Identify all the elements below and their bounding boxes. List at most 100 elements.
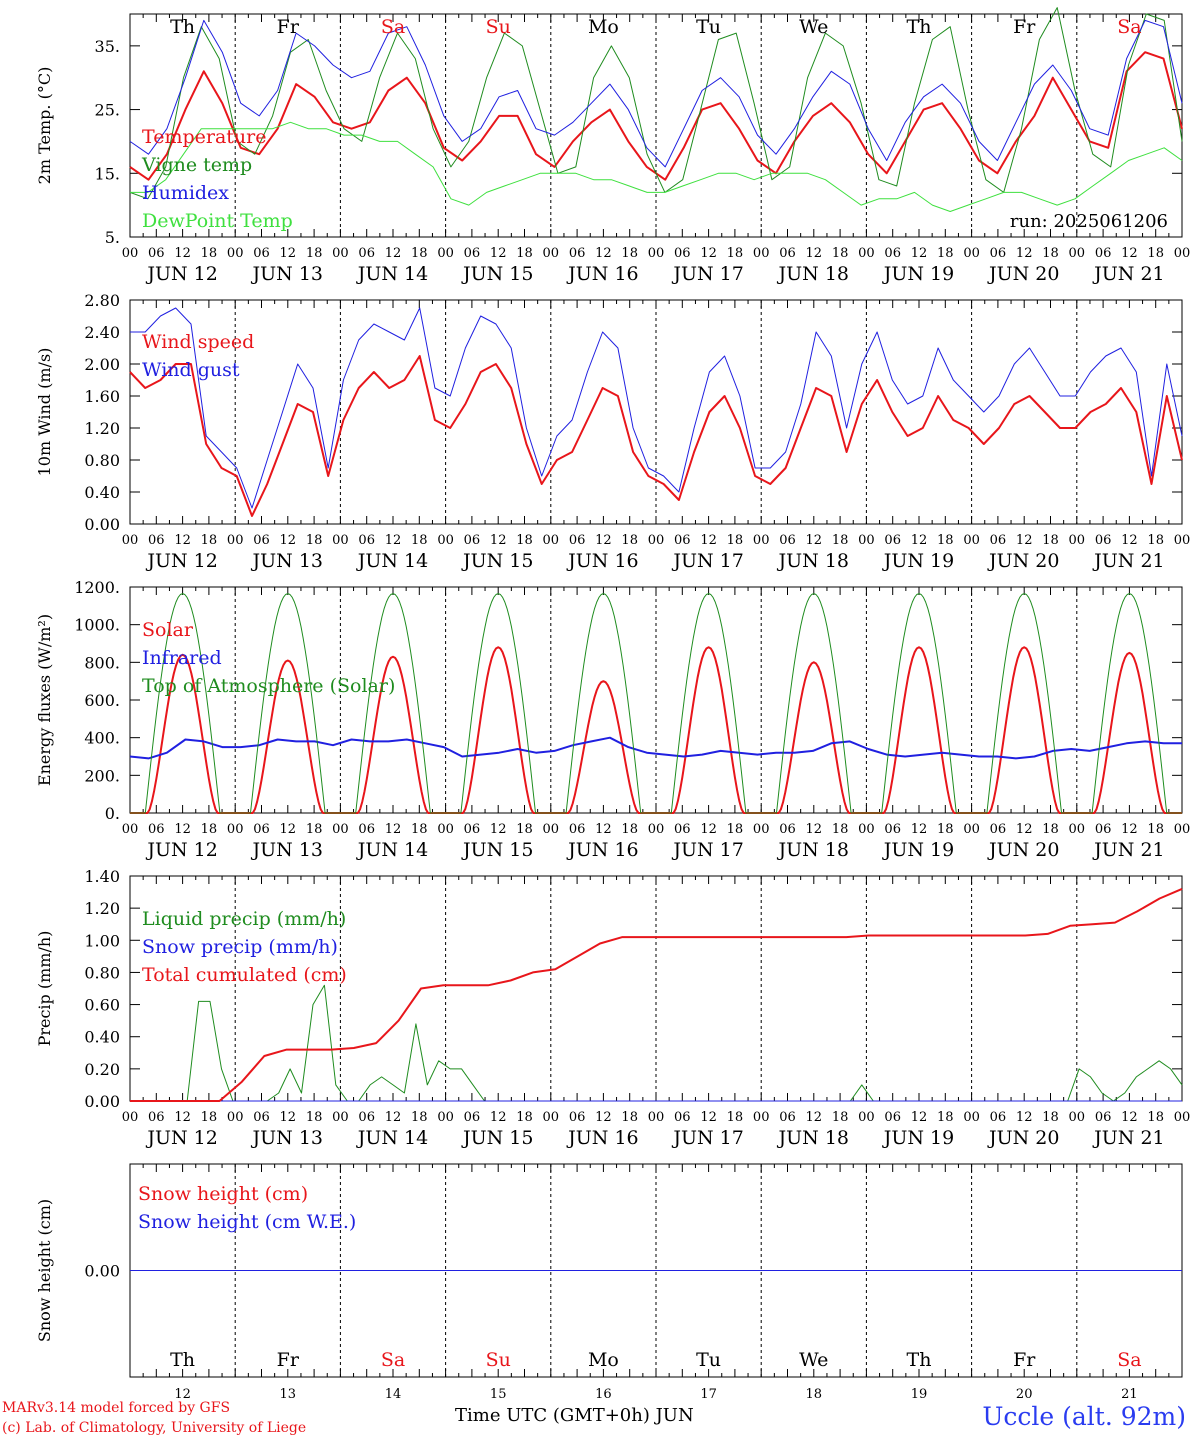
plot-frame [129, 299, 1183, 525]
day-label: JUN 18 [777, 263, 849, 285]
hour-tick-label: 00 [543, 1110, 560, 1125]
hour-tick-label: 00 [1174, 1110, 1191, 1125]
hour-tick-label: 12 [1121, 246, 1138, 261]
series-line [130, 887, 1183, 1102]
hour-tick-label: 18 [201, 533, 218, 548]
day-label: JUN 20 [987, 550, 1059, 572]
hour-tick-label: 00 [437, 533, 454, 548]
weekday-label: Mo [588, 16, 619, 38]
hour-tick-label: 18 [1147, 246, 1164, 261]
day-label: JUN 19 [882, 263, 954, 285]
hour-tick-label: 06 [990, 1110, 1007, 1125]
day-label: JUN 21 [1092, 263, 1164, 285]
hour-tick-label: 06 [358, 1110, 375, 1125]
hour-tick-label: 06 [569, 246, 586, 261]
hour-tick-label: 00 [648, 822, 665, 837]
hour-tick-label: 18 [201, 246, 218, 261]
legend-entry: Liquid precip (mm/h) [142, 908, 346, 930]
hour-tick-label: 00 [122, 533, 139, 548]
y-tick-label: 1.40 [84, 867, 120, 886]
run-label: run: 2025061206 [1010, 211, 1168, 232]
hour-tick-label: 00 [858, 533, 875, 548]
weekday-label: Sa [381, 16, 405, 38]
hour-tick-label: 06 [464, 1110, 481, 1125]
hour-tick-label: 00 [543, 533, 560, 548]
y-tick-label: 0.20 [84, 1060, 120, 1079]
hour-tick-label: 00 [753, 533, 770, 548]
hour-tick-label: 18 [621, 822, 638, 837]
day-label: JUN 14 [356, 1127, 428, 1149]
day-label: JUN 16 [566, 839, 638, 861]
y-tick-label: 0.40 [84, 1028, 120, 1047]
hour-tick-label: 06 [779, 246, 796, 261]
weekday-label: Su [486, 1349, 511, 1371]
day-label: JUN 19 [882, 1127, 954, 1149]
y-tick-label: 0.00 [84, 1092, 120, 1111]
hour-tick-label: 12 [280, 1110, 297, 1125]
hour-tick-label: 06 [779, 1110, 796, 1125]
y-axis-label: Snow height (cm) [35, 1199, 54, 1342]
hour-tick-label: 00 [963, 822, 980, 837]
legend-entry: Wind speed [142, 331, 254, 353]
legend-entry: Humidex [142, 182, 229, 204]
weekday-label: Fr [1013, 16, 1036, 38]
hour-tick-label: 06 [884, 533, 901, 548]
day-number-label: 20 [1016, 1387, 1033, 1402]
hour-tick-label: 06 [569, 533, 586, 548]
legend-entry: Top of Atmosphere (Solar) [142, 675, 395, 697]
hour-tick-label: 06 [464, 822, 481, 837]
series-line [130, 593, 1182, 814]
day-label: JUN 12 [145, 550, 217, 572]
day-label: JUN 13 [251, 550, 323, 572]
hour-tick-label: 12 [595, 533, 612, 548]
hour-tick-label: 00 [332, 246, 349, 261]
y-tick-label: 0. [105, 804, 120, 823]
y-tick-label: 35. [95, 37, 120, 56]
day-label: JUN 16 [566, 550, 638, 572]
day-number-label: 21 [1121, 1387, 1138, 1402]
hour-tick-label: 06 [1095, 246, 1112, 261]
hour-tick-label: 06 [464, 246, 481, 261]
legend-entry: Wind gust [142, 359, 240, 381]
x-axis-label: Time UTC (GMT+0h) JUN [455, 1405, 694, 1426]
y-tick-label: 0.80 [84, 963, 120, 982]
hour-tick-label: 12 [490, 1110, 507, 1125]
hour-tick-label: 12 [1121, 822, 1138, 837]
hour-tick-label: 06 [990, 822, 1007, 837]
hour-tick-label: 18 [516, 1110, 533, 1125]
hour-tick-label: 12 [490, 822, 507, 837]
series-line [130, 121, 1183, 212]
hour-tick-label: 12 [911, 533, 928, 548]
hour-tick-label: 06 [674, 533, 691, 548]
y-tick-label: 0.80 [84, 451, 120, 470]
weekday-label: Tu [696, 16, 721, 38]
hour-tick-label: 18 [516, 822, 533, 837]
legend-entry: Temperature [142, 126, 266, 148]
weekday-label: Sa [381, 1349, 405, 1371]
hour-tick-label: 06 [674, 246, 691, 261]
day-label: JUN 18 [777, 839, 849, 861]
y-tick-label: 1.00 [84, 931, 120, 950]
hour-tick-label: 00 [437, 822, 454, 837]
hour-tick-label: 18 [832, 1110, 849, 1125]
hour-tick-label: 06 [148, 246, 165, 261]
day-label: JUN 15 [461, 839, 533, 861]
series-line [129, 19, 1183, 168]
legend-entry: DewPoint Temp [142, 210, 293, 232]
hour-tick-label: 18 [1042, 822, 1059, 837]
series-line [129, 7, 1183, 200]
hour-tick-label: 00 [963, 533, 980, 548]
hour-tick-label: 12 [595, 822, 612, 837]
hour-tick-label: 18 [306, 822, 323, 837]
hour-tick-label: 00 [543, 246, 560, 261]
day-label: JUN 19 [882, 550, 954, 572]
hour-tick-label: 00 [858, 246, 875, 261]
hour-tick-label: 06 [990, 246, 1007, 261]
y-tick-label: 400. [84, 729, 120, 748]
hour-tick-label: 12 [1121, 1110, 1138, 1125]
hour-tick-label: 00 [1174, 533, 1191, 548]
day-number-label: 17 [700, 1387, 717, 1402]
day-label: JUN 21 [1092, 839, 1164, 861]
hour-tick-label: 18 [937, 533, 954, 548]
